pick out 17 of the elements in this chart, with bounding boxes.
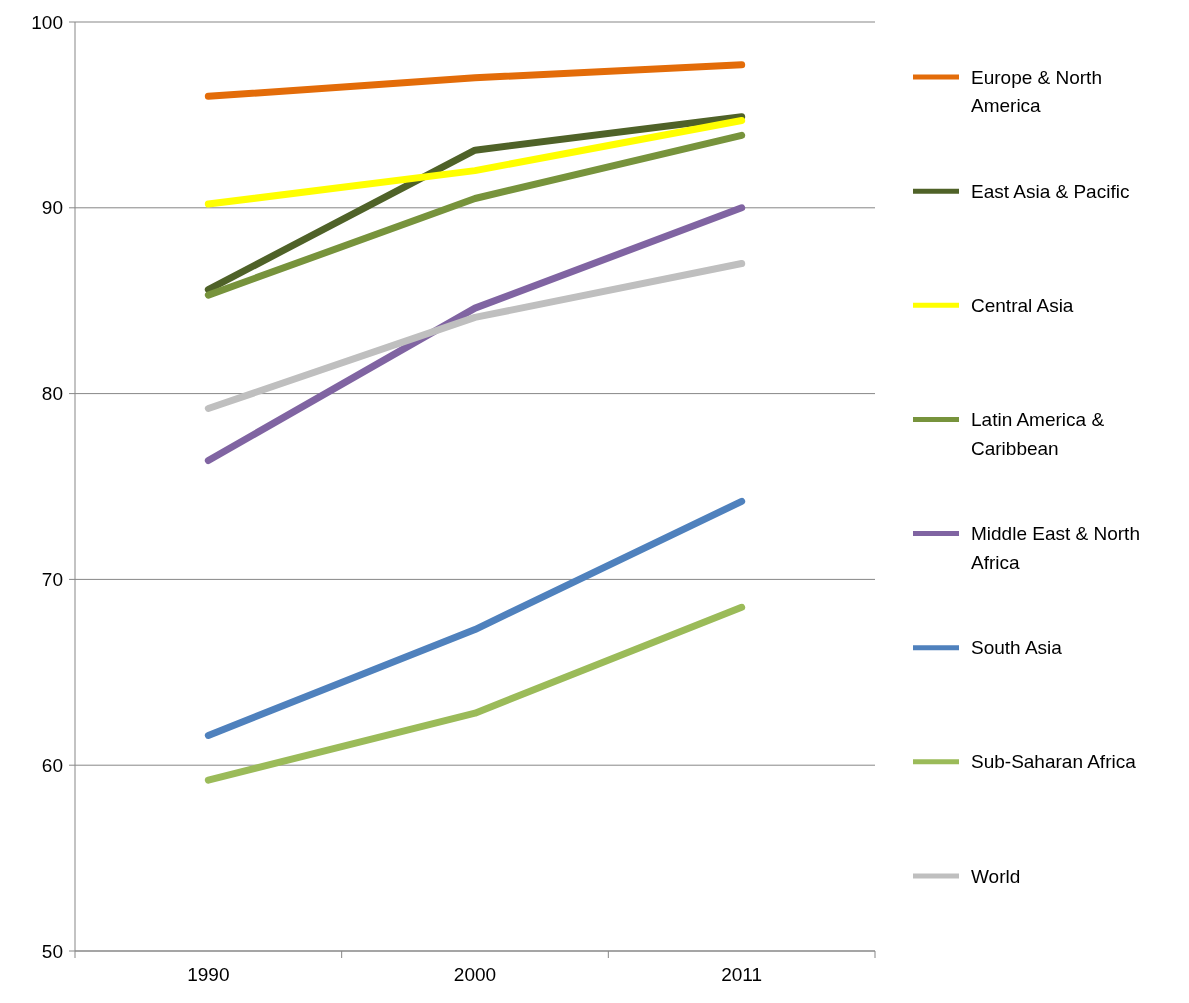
y-tick-label: 80 [41, 383, 63, 405]
legend-label: Europe & North America [971, 66, 1102, 117]
y-tick-label: 90 [41, 197, 63, 219]
legend-label: East Asia & Pacific [971, 180, 1130, 202]
legend-label: Central Asia [971, 294, 1074, 316]
y-tick-label: 50 [41, 940, 63, 962]
x-tick-label: 2000 [453, 964, 497, 985]
legend-label: Middle East & North Africa [971, 523, 1140, 573]
legend-label: World [971, 865, 1021, 887]
y-tick-label: 100 [31, 11, 63, 33]
y-tick-label: 70 [41, 569, 63, 591]
legend-label: Latin America & Caribbean [971, 409, 1105, 459]
x-tick-label: 2011 [721, 964, 763, 985]
legend-label: Sub-Saharan Africa [971, 751, 1137, 773]
x-tick-label: 1990 [187, 964, 230, 985]
legend-label: South Asia [971, 637, 1063, 659]
y-tick-label: 60 [41, 754, 63, 776]
